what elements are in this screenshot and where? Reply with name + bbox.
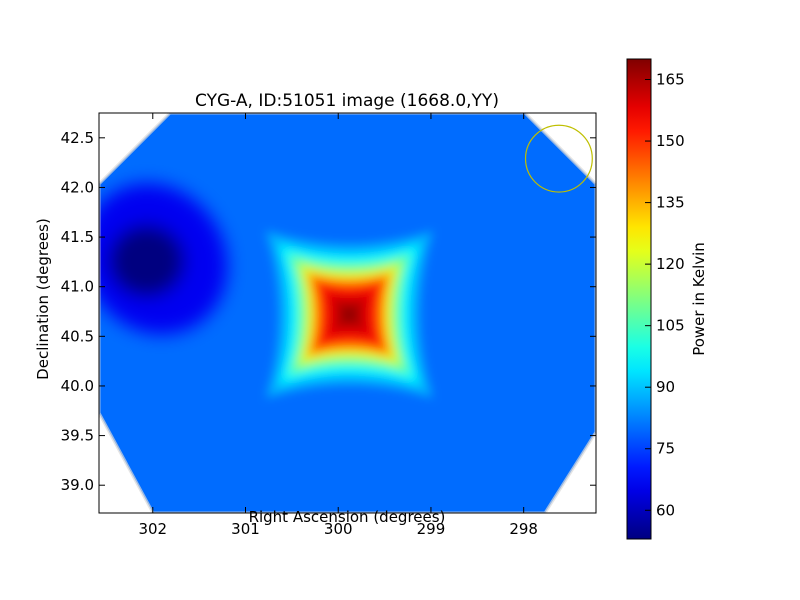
y-tick-label: 40.5 xyxy=(61,327,94,345)
colorbar: 60 75 90 105 120 135 150 165 Power in Kelvin xyxy=(626,58,708,540)
y-tick-label: 41.0 xyxy=(61,278,94,296)
low-power-region-halo xyxy=(108,224,185,297)
plot-area xyxy=(98,112,597,514)
y-tick-label: 41.5 xyxy=(61,228,94,246)
y-tick-label: 40.0 xyxy=(61,377,94,395)
x-tick-label: 302 xyxy=(138,520,167,538)
x-tick-label: 300 xyxy=(324,520,353,538)
colorbar-tick-label: 120 xyxy=(656,255,685,273)
colorbar-gradient xyxy=(627,59,651,539)
colorbar-ticks: 60 75 90 105 120 135 150 165 xyxy=(645,71,685,519)
beam-marker xyxy=(524,124,593,193)
footprint-edges xyxy=(99,113,596,513)
colorbar-tick-label: 60 xyxy=(656,501,675,519)
source-level-9 xyxy=(340,306,358,323)
chart-title: CYG-A, ID:51051 image (1668.0,YY) xyxy=(195,91,499,111)
y-axis-label: Declination (degrees) xyxy=(34,218,52,380)
y-tick-label: 39.0 xyxy=(61,476,94,494)
bright-source xyxy=(265,231,433,398)
colorbar-tick-label: 75 xyxy=(656,440,675,458)
y-axis: 39.0 39.5 40.0 40.5 41.0 41.5 42.0 42.5 xyxy=(61,129,596,494)
colorbar-tick-label: 90 xyxy=(656,378,675,396)
y-tick-label: 42.5 xyxy=(61,129,94,147)
colorbar-tick-label: 135 xyxy=(656,194,685,212)
x-axis: 302 301 300 299 298 xyxy=(138,113,538,538)
plot-frame xyxy=(98,112,597,514)
heatmap-image xyxy=(99,113,596,513)
colorbar-tick-label: 165 xyxy=(656,71,685,89)
y-tick-label: 42.0 xyxy=(61,178,94,196)
x-tick-label: 301 xyxy=(231,520,260,538)
colorbar-tick-label: 105 xyxy=(656,317,685,335)
x-tick-label: 298 xyxy=(509,520,538,538)
colorbar-label: Power in Kelvin xyxy=(690,242,708,356)
y-tick-label: 39.5 xyxy=(61,427,94,445)
colorbar-frame xyxy=(626,58,652,540)
x-axis-label: Right Ascension (degrees) xyxy=(249,508,446,526)
x-tick-label: 299 xyxy=(417,520,446,538)
colorbar-tick-label: 150 xyxy=(656,132,685,150)
